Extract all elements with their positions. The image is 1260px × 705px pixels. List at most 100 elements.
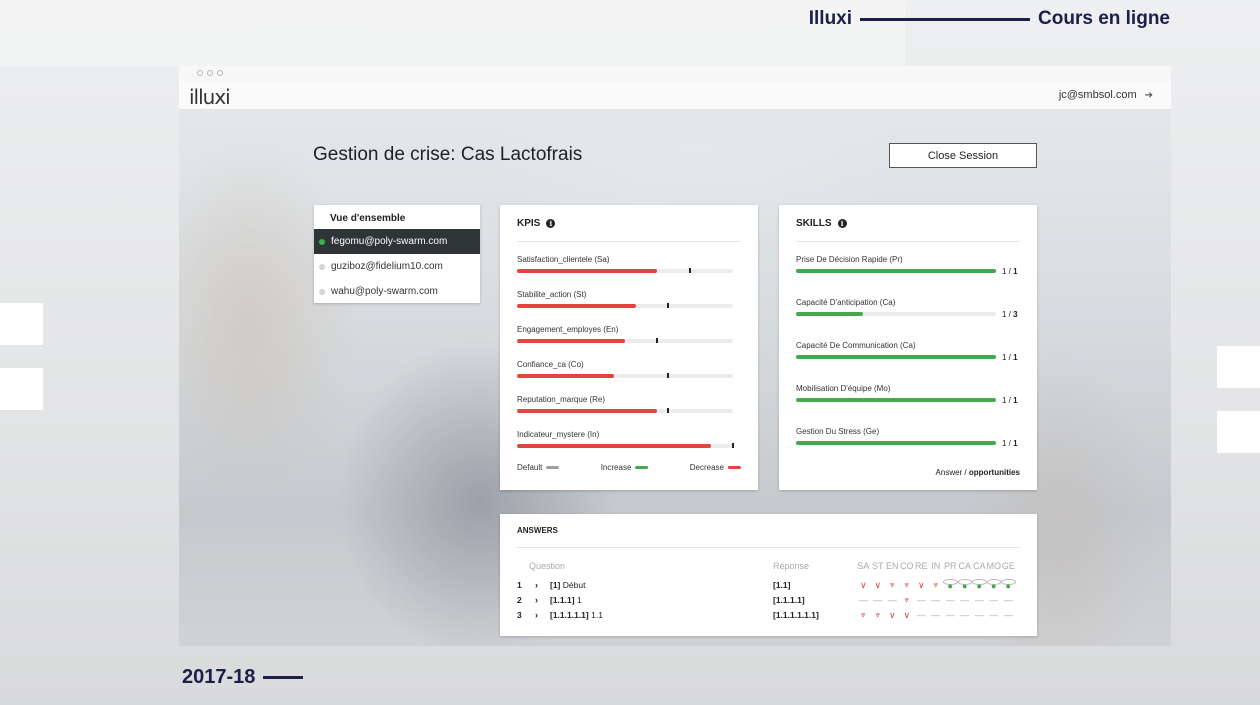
double-decrease-chevron-icon: ⩔ [860, 610, 866, 619]
logout-icon[interactable]: ➔ [1144, 89, 1153, 101]
skill-label: Capacité D'anticipation (Ca) [796, 298, 896, 307]
skills-card: SKILLS i Prise De Décision Rapide (Pr) 1 … [779, 205, 1037, 490]
chevron-right-icon[interactable]: › [535, 595, 538, 605]
no-change-dash-icon: — [916, 595, 926, 605]
logo-text: illuxi [189, 85, 231, 109]
no-change-dash-icon: — [974, 610, 984, 620]
skill-label: Capacité De Communication (Ca) [796, 341, 916, 350]
decorative-block [1217, 411, 1260, 453]
skills-footer: Answer / opportunities [936, 468, 1020, 477]
skill-answered: 1 [1002, 353, 1007, 362]
skill-answered: 1 [1002, 310, 1007, 319]
skill-score-separator: / [1006, 396, 1014, 405]
increase-dot-icon: ● [957, 579, 972, 591]
no-change-dash-icon: — [945, 595, 955, 605]
kpi-default-marker [688, 268, 691, 273]
no-change-dash-icon: — [916, 610, 926, 620]
page-title: Gestion de crise: Cas Lactofrais [313, 144, 583, 165]
kpi-bar-fill [517, 339, 625, 343]
skill-score: 1 / 1 [1002, 267, 1018, 276]
decrease-chevron-icon: ∨ [917, 580, 925, 590]
skills-header: SKILLS i [796, 218, 847, 229]
kpi-bar-fill [517, 409, 658, 413]
skill-row: Gestion Du Stress (Ge) 1 / 1 [796, 427, 1020, 451]
skill-total: 1 [1013, 353, 1018, 362]
skill-score: 1 / 3 [1002, 310, 1018, 319]
no-change-dash-icon: — [974, 595, 984, 605]
user-menu: jc@smbsol.com ➔ [1059, 89, 1153, 101]
kpis-info-icon[interactable]: i [546, 219, 556, 228]
answer-response: [1.1] [773, 580, 791, 590]
skill-bar-track [796, 269, 996, 273]
indicator-header: ST [871, 561, 884, 571]
skill-bar-track [796, 398, 996, 402]
legend-increase: Increase [601, 463, 649, 472]
minimize-window-control[interactable] [207, 70, 213, 76]
no-change-dash-icon: — [960, 595, 970, 605]
skill-score-separator: / [1006, 310, 1014, 319]
no-change-dash-icon: — [1003, 610, 1013, 620]
close-window-control[interactable] [197, 70, 203, 76]
skill-row: Mobilisation D'équipe (Mo) 1 / 1 [796, 384, 1020, 408]
participant-item[interactable]: wahu@poly-swarm.com [314, 279, 480, 304]
chevron-right-icon[interactable]: › [535, 580, 538, 590]
skill-row: Prise De Décision Rapide (Pr) 1 / 1 [796, 255, 1020, 279]
indicator-header: CA [972, 561, 986, 571]
no-change-dash-icon: — [1003, 595, 1013, 605]
decrease-chevron-icon: ∨ [874, 580, 882, 590]
skill-total: 1 [1013, 267, 1018, 276]
double-decrease-chevron-icon: ⩔ [904, 580, 909, 589]
question-id: [1.1.1] [550, 595, 575, 605]
skill-bar-track [796, 441, 996, 445]
kpi-label: Reputation_marque (Re) [517, 395, 606, 404]
app-logo[interactable]: illuxi [189, 85, 231, 109]
answer-indicators: ∨ ∨ ⩔ ⩔ ∨ ⩔ ● ● ● ● ● [856, 579, 1016, 591]
double-decrease-chevron-icon: ⩔ [889, 580, 895, 589]
close-session-button[interactable]: Close Session [889, 143, 1037, 168]
indicator-column-headers: SA ST EN CO RE IN PR CA CA MO GE [856, 561, 1016, 571]
kpi-row: Reputation_marque (Re) [517, 395, 735, 417]
kpi-label: Stabilite_action (St) [517, 290, 587, 299]
answer-question: [1.1.1] 1 [550, 595, 582, 605]
kpi-row: Indicateur_mystere (In) [517, 430, 735, 452]
answer-number: 1 [517, 580, 522, 590]
indicator-header: CA [958, 561, 971, 571]
browser-window: illuxi jc@smbsol.com ➔ Gestion de crise:… [179, 66, 1171, 646]
indicator-header: MO [986, 561, 1002, 571]
header-divider [860, 17, 1031, 21]
participant-item[interactable]: guziboz@fidelium10.com [314, 254, 480, 279]
kpi-bar-fill [517, 444, 712, 448]
participant-item[interactable]: fegomu@poly-swarm.com [314, 229, 480, 254]
skill-bar-track [796, 312, 996, 316]
skill-answered: 1 [1002, 439, 1007, 448]
skills-info-icon[interactable]: i [837, 219, 847, 228]
skill-label: Prise De Décision Rapide (Pr) [796, 255, 903, 264]
no-change-dash-icon: — [960, 610, 970, 620]
decrease-chevron-icon: ∨ [859, 580, 867, 590]
maximize-window-control[interactable] [217, 70, 223, 76]
increase-dot-icon: ● [943, 579, 958, 591]
kpi-default-marker [667, 408, 670, 413]
skill-score-separator: / [1006, 439, 1014, 448]
question-text: 1 [576, 595, 582, 605]
answer-row[interactable]: 2 › [1.1.1] 1 [1.1.1.1] — — — ⩔ — — — — — — — [517, 595, 1027, 609]
answer-number: 2 [517, 595, 522, 605]
participant-email: fegomu@poly-swarm.com [331, 236, 448, 247]
no-change-dash-icon: — [989, 610, 999, 620]
kpi-bar-track [517, 303, 733, 308]
answer-question: [1] Début [550, 580, 585, 590]
legend-default-swatch [546, 466, 560, 469]
kpi-label: Confiance_ca (Co) [517, 360, 584, 369]
no-change-dash-icon: — [931, 610, 941, 620]
decrease-chevron-icon: ∨ [903, 610, 911, 620]
no-change-dash-icon: — [945, 610, 955, 620]
chevron-right-icon[interactable]: › [535, 610, 538, 620]
answer-response: [1.1.1.1.1.1] [773, 610, 819, 620]
footer-answer-label: Answer / [935, 468, 967, 477]
answer-row[interactable]: 3 › [1.1.1.1.1] 1.1 [1.1.1.1.1.1] ⩔ ⩔ ∨ ∨ — — — — — —… [517, 610, 1027, 624]
skill-score: 1 / 1 [1002, 353, 1018, 362]
answer-row[interactable]: 1 › [1] Début [1.1] ∨ ∨ ⩔ ⩔ ∨ ⩔ ● ● ● ● ● [517, 579, 1027, 594]
year-label: 2017-18 [182, 666, 256, 688]
kpis-title: KPIS [517, 218, 541, 229]
no-change-dash-icon: — [931, 595, 941, 605]
